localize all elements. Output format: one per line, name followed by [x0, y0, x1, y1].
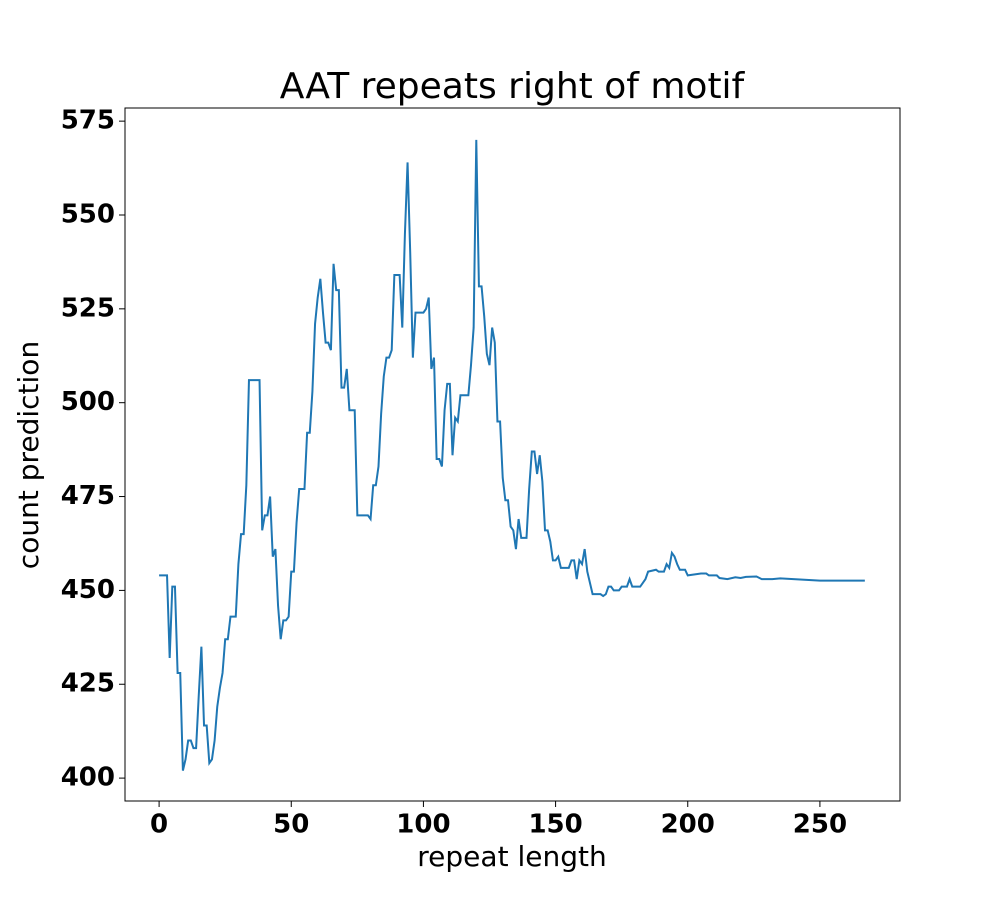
x-axis-label: repeat length	[417, 840, 606, 873]
x-tick-label: 150	[528, 810, 582, 840]
chart-title: AAT repeats right of motif	[280, 66, 746, 107]
y-axis-label: count prediction	[12, 341, 45, 569]
y-tick-label: 425	[61, 669, 115, 699]
y-tick-label: 550	[61, 199, 115, 229]
x-tick-label: 0	[150, 810, 168, 840]
x-tick-label: 200	[661, 810, 715, 840]
x-tick-label: 50	[273, 810, 309, 840]
plot-frame	[124, 107, 901, 802]
data-line	[159, 139, 865, 771]
y-tick-label: 475	[61, 481, 115, 511]
y-tick-label: 500	[61, 387, 115, 417]
y-tick-label: 525	[61, 293, 115, 323]
y-tick-label: 400	[61, 763, 115, 793]
y-tick-label: 575	[61, 106, 115, 136]
y-tick-label: 450	[61, 575, 115, 605]
x-tick-label: 250	[793, 810, 847, 840]
x-tick-label: 100	[396, 810, 450, 840]
